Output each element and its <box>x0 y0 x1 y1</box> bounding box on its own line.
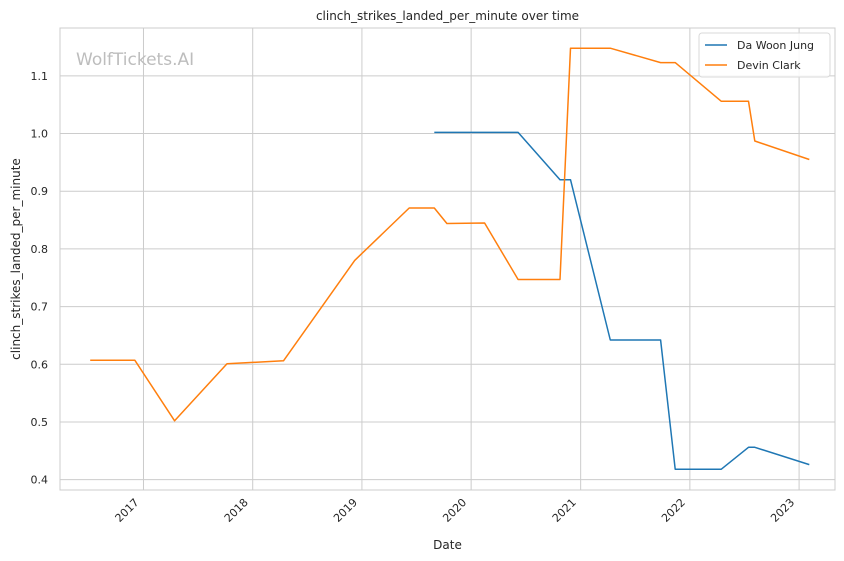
y-tick-label: 0.5 <box>31 416 49 429</box>
x-tick-label: 2020 <box>440 496 469 525</box>
series-line-da-woon-jung <box>434 131 810 470</box>
y-tick-labels: 0.4 0.5 0.6 0.7 0.8 0.9 1.0 1.1 <box>31 70 49 487</box>
y-tick-label: 1.0 <box>31 128 49 141</box>
x-tick-label: 2017 <box>113 496 142 525</box>
x-tick-label: 2023 <box>768 496 797 525</box>
legend: Da Woon Jung Devin Clark <box>698 32 831 78</box>
y-axis-label: clinch_strikes_landed_per_minute <box>9 158 23 360</box>
x-tick-label: 2018 <box>222 496 251 525</box>
legend-box <box>698 32 831 78</box>
chart-title: clinch_strikes_landed_per_minute over ti… <box>316 9 579 23</box>
x-tick-label: 2021 <box>550 496 579 525</box>
legend-label: Da Woon Jung <box>737 39 814 52</box>
x-tick-labels: 2017 2018 2019 2020 2021 2022 2023 <box>113 496 798 525</box>
x-tick-label: 2022 <box>659 496 688 525</box>
y-tick-label: 0.7 <box>31 301 49 314</box>
plot-background <box>59 27 836 491</box>
series-layer <box>90 47 810 470</box>
x-axis-label: Date <box>433 538 462 552</box>
y-tick-label: 0.9 <box>31 185 49 198</box>
y-tick-label: 0.4 <box>31 474 49 487</box>
series-line-devin-clark <box>90 47 810 422</box>
watermark-text: WolfTickets.AI <box>76 50 194 70</box>
y-tick-label: 0.6 <box>31 358 49 371</box>
legend-label: Devin Clark <box>737 59 801 72</box>
y-tick-label: 1.1 <box>31 70 49 83</box>
x-tick-label: 2019 <box>331 496 360 525</box>
grid <box>60 28 835 490</box>
y-tick-label: 0.8 <box>31 243 49 256</box>
